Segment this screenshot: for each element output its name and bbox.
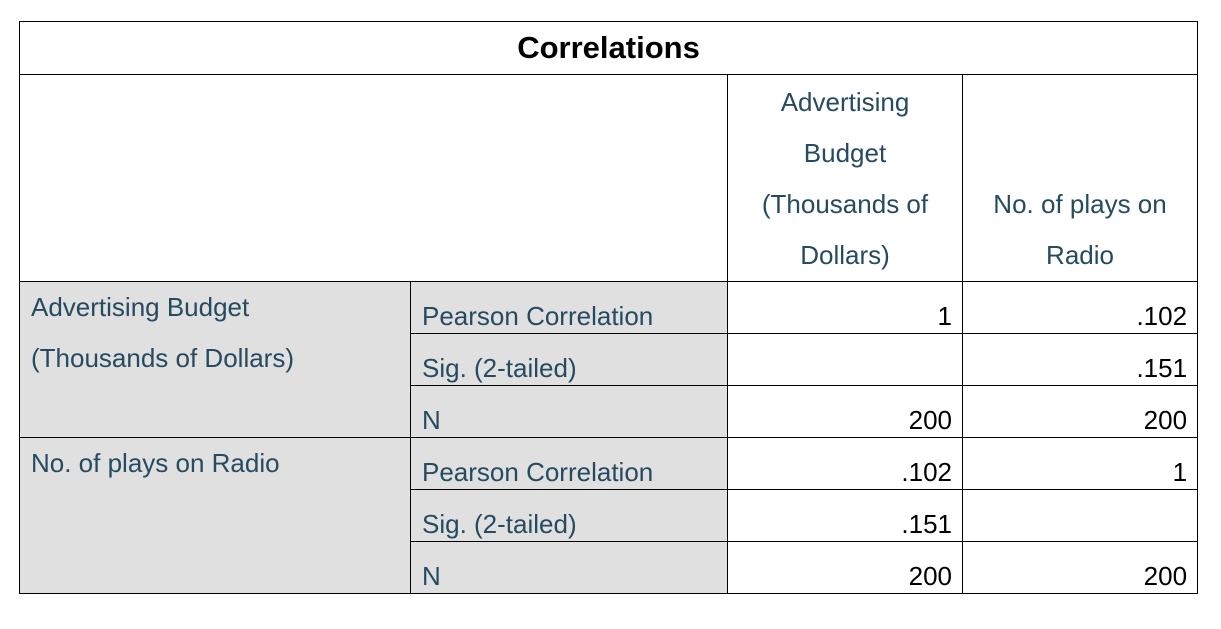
value-cell: 1	[961, 437, 1199, 490]
value-cell: 200	[961, 385, 1199, 438]
stat-label: Sig. (2-tailed)	[410, 489, 728, 542]
stat-label: Sig. (2-tailed)	[410, 333, 728, 386]
value-cell: 1	[727, 281, 963, 334]
stat-label: N	[410, 385, 728, 438]
value-cell: .102	[727, 437, 963, 490]
value-cell	[961, 489, 1199, 542]
value-cell: 200	[727, 385, 963, 438]
table-row: Sig. (2-tailed) .151	[20, 489, 1199, 542]
value-cell: 200	[961, 541, 1199, 594]
value-cell: .102	[961, 281, 1199, 334]
corner-cell	[19, 74, 728, 282]
row-group-label-plays-on-radio: No. of plays on Radio	[19, 437, 411, 594]
table-row: Advertising Budget (Thousands of Dollars…	[19, 281, 1199, 438]
column-header-plays-on-radio: No. of plays on Radio	[961, 74, 1199, 282]
title-row: Correlations	[18, 21, 1199, 75]
column-header-advertising-budget: Advertising Budget (Thousands of Dollars…	[727, 74, 963, 282]
table-row: No. of plays on Radio Pearson Correlatio…	[19, 437, 1199, 594]
stat-label: Pearson Correlation	[410, 437, 728, 490]
table-row: Sig. (2-tailed) .151	[20, 333, 1199, 386]
correlations-table: Correlations Advertising Budget (Thousan…	[18, 21, 1199, 594]
stat-label: Pearson Correlation	[410, 281, 728, 334]
value-cell: .151	[961, 333, 1199, 386]
value-cell: .151	[727, 489, 963, 542]
value-cell	[727, 333, 963, 386]
table-row: N 200 200	[20, 541, 1199, 594]
row-group-label-advertising-budget: Advertising Budget (Thousands of Dollars…	[19, 281, 411, 438]
table-title: Correlations	[18, 21, 1199, 75]
stat-label: N	[410, 541, 728, 594]
value-cell: 200	[727, 541, 963, 594]
table-row: N 200 200	[20, 385, 1199, 438]
column-header-row: Advertising Budget (Thousands of Dollars…	[19, 74, 1199, 282]
